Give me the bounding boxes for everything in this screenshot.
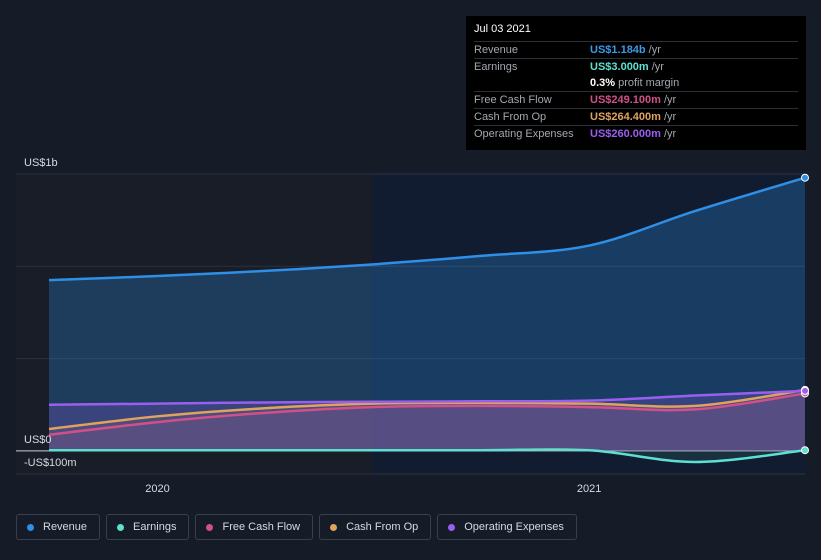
- tooltip-label: Revenue: [474, 44, 519, 56]
- tooltip-label: Free Cash Flow: [474, 94, 552, 106]
- earnings-end-point: [801, 446, 809, 455]
- series-lines: [48, 176, 806, 464]
- revenue-end-point: [801, 173, 809, 182]
- past-period-shade: [16, 174, 373, 474]
- operating-expenses-end-point: [801, 386, 809, 395]
- revenue-line: [48, 176, 806, 282]
- legend-dot-icon: [330, 523, 338, 531]
- profit-margin-label: profit margin: [618, 77, 680, 89]
- tooltip-value: US$249.100m: [590, 94, 661, 106]
- earnings-line: [49, 448, 806, 464]
- y-tick-label: US$0: [24, 434, 52, 446]
- tooltip-row-earnings: Earnings US$3.000m /yr: [474, 58, 798, 75]
- free-cash-flow-area: [49, 393, 805, 451]
- x-tick-label: 2021: [577, 483, 601, 495]
- tooltip-row-revenue: Revenue US$1.184b /yr: [474, 41, 798, 58]
- legend-item-earnings[interactable]: Earnings: [106, 514, 190, 540]
- legend-item-cash-from-op[interactable]: Cash From Op: [319, 514, 432, 540]
- legend-label: Earnings: [133, 521, 177, 533]
- cash-from-op-line: [48, 388, 806, 431]
- legend-label: Cash From Op: [346, 521, 419, 533]
- tooltip-row-operating-expenses: Operating Expenses US$260.000m /yr: [474, 125, 798, 142]
- legend-dot-icon: [117, 523, 125, 531]
- legend-dot-icon: [206, 523, 214, 531]
- tooltip-unit: /yr: [663, 128, 677, 140]
- legend-dot-icon: [448, 523, 456, 531]
- legend-item-operating-expenses[interactable]: Operating Expenses: [437, 514, 577, 540]
- operating-expenses-line: [48, 389, 806, 407]
- legend-item-free-cash-flow[interactable]: Free Cash Flow: [195, 514, 314, 540]
- tooltip-value: US$264.400m: [590, 111, 661, 123]
- tooltip-unit: /yr: [663, 94, 677, 106]
- tooltip-label: Earnings: [474, 61, 518, 73]
- legend-label: Free Cash Flow: [222, 521, 301, 533]
- legend-item-revenue[interactable]: Revenue: [16, 514, 101, 540]
- profit-margin-value: 0.3%: [590, 77, 616, 89]
- tooltip-row-free-cash-flow: Free Cash Flow US$249.100m /yr: [474, 91, 798, 108]
- tooltip-value: US$1.184b: [590, 44, 646, 56]
- tooltip: Jul 03 2021 Revenue US$1.184b /yr Earnin…: [466, 16, 806, 150]
- legend-dot-icon: [27, 523, 34, 531]
- forecast-period-shade: [372, 174, 805, 474]
- legend-label: Operating Expenses: [464, 521, 564, 533]
- tooltip-unit: /yr: [651, 61, 664, 73]
- tooltip-value: US$260.000m: [590, 128, 661, 140]
- tooltip-value: US$3.000m: [590, 61, 649, 73]
- legend-label: Revenue: [43, 521, 88, 533]
- chart-area: US$1b US$0 -US$100m 2020 2021: [16, 157, 809, 495]
- tooltip-unit: /yr: [663, 111, 677, 123]
- tooltip-row-margin: 0.3% profit margin: [474, 75, 798, 91]
- tooltip-label: Cash From Op: [474, 111, 547, 123]
- tooltip-date: Jul 03 2021: [474, 23, 531, 35]
- end-markers: [801, 173, 809, 455]
- y-tick-label: -US$100m: [24, 457, 77, 469]
- y-axis: US$1b US$0 -US$100m: [24, 157, 77, 469]
- y-tick-label: US$1b: [24, 157, 58, 169]
- free-cash-flow-line: [48, 392, 806, 437]
- x-tick-label: 2020: [145, 483, 169, 495]
- revenue-area: [49, 177, 805, 451]
- operating-expenses-area: [49, 390, 805, 451]
- tooltip-unit: /yr: [648, 44, 661, 56]
- tooltip-row-cash-from-op: Cash From Op US$264.400m /yr: [474, 108, 798, 125]
- tooltip-label: Operating Expenses: [474, 128, 574, 140]
- legend: Revenue Earnings Free Cash Flow Cash Fro…: [16, 514, 577, 540]
- x-axis: 2020 2021: [145, 483, 601, 495]
